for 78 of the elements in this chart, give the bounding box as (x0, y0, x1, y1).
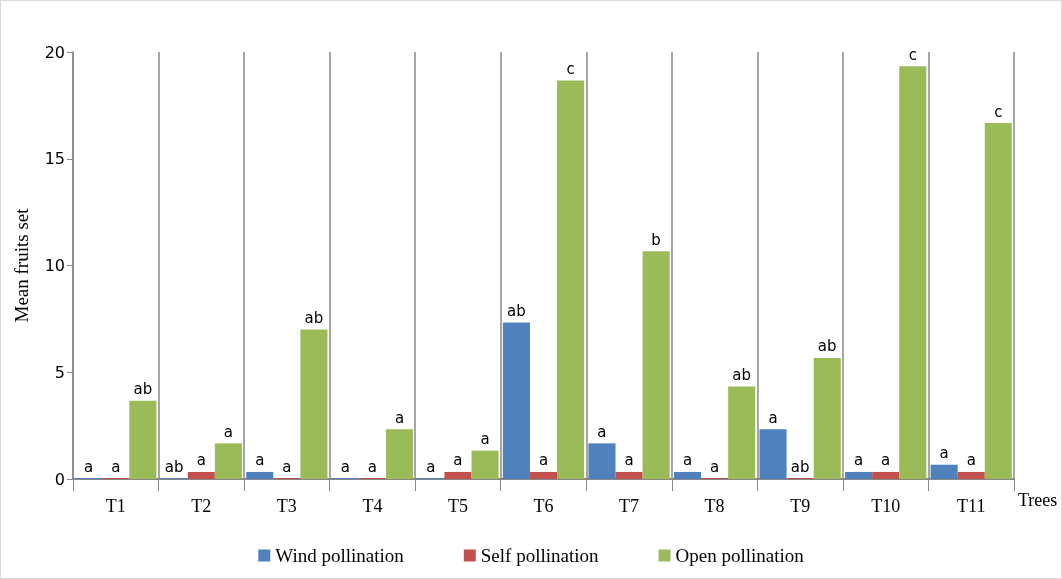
data-label: ab (732, 366, 752, 385)
bar (300, 329, 328, 479)
data-label: a (255, 451, 265, 470)
legend-label: Self pollination (480, 545, 599, 566)
data-label: c (994, 102, 1003, 121)
data-label: a (881, 451, 891, 470)
data-label: a (426, 457, 436, 476)
data-label: ab (164, 457, 184, 476)
y-tick-label: 0 (54, 469, 65, 489)
bar (557, 80, 585, 479)
bar (673, 471, 702, 479)
x-tick-label: T7 (619, 496, 640, 516)
bar (444, 471, 472, 479)
x-tick-label: T8 (704, 496, 725, 516)
x-tick-label: T2 (191, 496, 212, 516)
y-tick-label: 15 (44, 149, 65, 169)
bar (872, 471, 900, 479)
y-tick-label: 20 (44, 42, 65, 62)
bar (759, 429, 787, 479)
bar (984, 123, 1012, 479)
bar (246, 471, 274, 479)
bar (813, 357, 841, 479)
x-tick-label: T10 (871, 496, 901, 516)
data-label: a (340, 457, 350, 476)
x-tick-label: T1 (105, 496, 126, 516)
bar (845, 471, 873, 479)
bar (529, 471, 558, 479)
data-label: a (111, 457, 121, 476)
data-label: ab (507, 302, 526, 320)
data-label: a (453, 451, 463, 470)
data-label: a (282, 457, 292, 476)
bar (615, 471, 643, 479)
x-tick-label: T11 (957, 496, 986, 516)
data-label: a (367, 457, 378, 476)
data-label: a (394, 408, 405, 427)
bar (588, 443, 616, 479)
data-label: a (853, 451, 864, 470)
data-label: c (908, 45, 917, 64)
bar (214, 443, 242, 479)
data-label: ab (133, 380, 153, 399)
legend-label: Open pollination (675, 545, 805, 566)
data-label: b (651, 230, 661, 249)
bar (930, 464, 958, 479)
data-label: a (223, 422, 234, 441)
bar (129, 400, 157, 479)
data-label: a (597, 422, 607, 441)
bar (728, 386, 756, 479)
data-label: a (939, 444, 949, 463)
x-tick-label: T4 (362, 496, 383, 516)
legend-label: Wind pollination (275, 545, 405, 566)
data-label: a (709, 457, 720, 476)
data-label: a (538, 451, 549, 470)
data-label: ab (790, 457, 810, 476)
x-tick-label: T3 (276, 496, 297, 516)
data-label: a (966, 451, 976, 470)
y-axis-title: Mean fruits set (11, 207, 32, 323)
x-tick-label: T9 (790, 496, 811, 516)
bar (187, 471, 215, 479)
data-label: a (768, 408, 778, 427)
x-tick-label: T6 (533, 496, 554, 516)
data-label: a (682, 451, 693, 470)
data-label: a (624, 451, 634, 470)
x-axis-title: Trees (1018, 490, 1058, 510)
data-label: c (566, 59, 575, 78)
data-label: a (196, 451, 206, 470)
data-label: a (480, 430, 490, 449)
bar (899, 66, 927, 479)
y-tick-label: 5 (54, 362, 65, 382)
y-tick-label: 10 (44, 256, 65, 275)
x-tick-label: T5 (447, 496, 468, 516)
bar (385, 429, 414, 479)
bar (471, 450, 499, 479)
bar (957, 471, 985, 479)
data-label: a (84, 457, 94, 476)
data-label: ab (817, 337, 837, 356)
data-label: ab (304, 309, 324, 328)
bar (642, 251, 670, 479)
bar (502, 322, 530, 479)
